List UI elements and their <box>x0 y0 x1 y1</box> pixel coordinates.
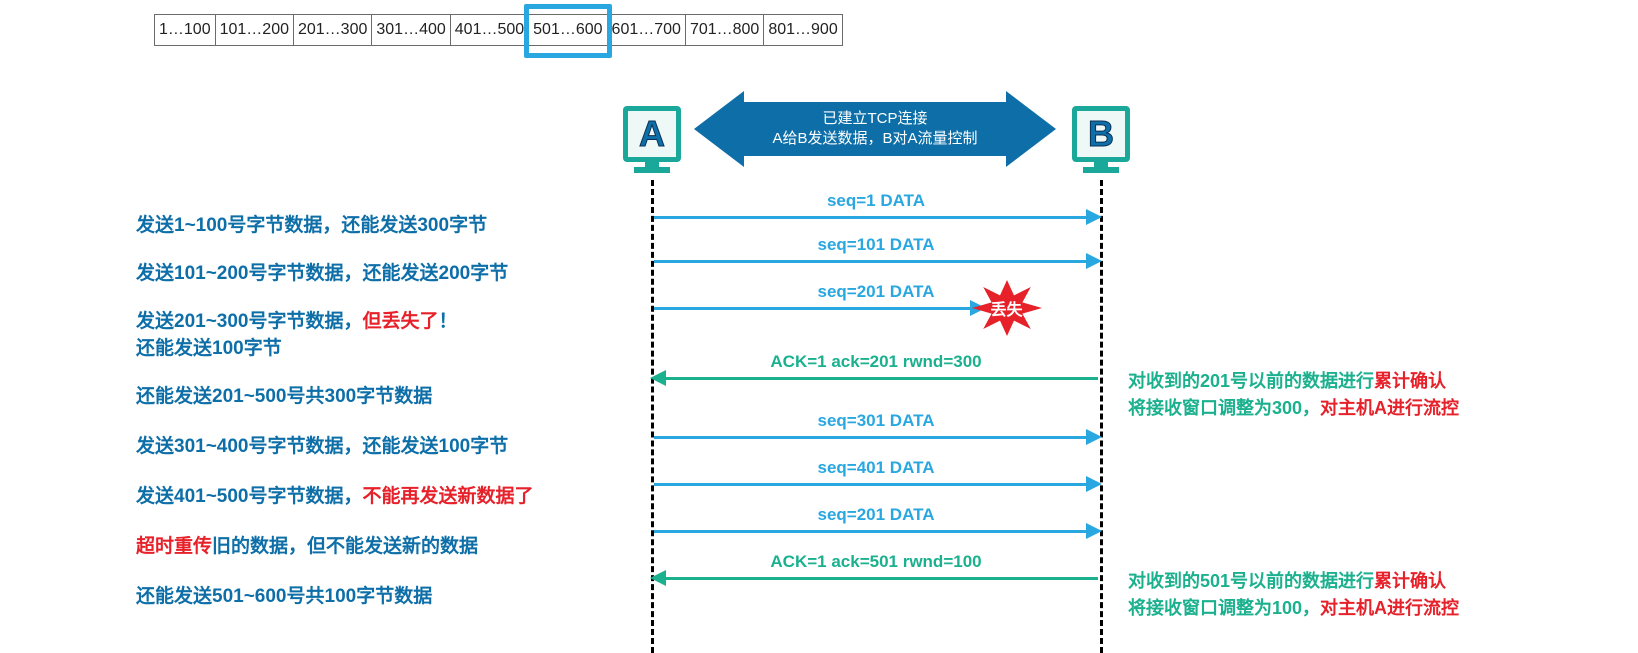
host-a: A <box>623 106 681 162</box>
message-label: seq=101 DATA <box>818 235 935 255</box>
banner-line-1: 已建立TCP连接 <box>822 109 927 129</box>
sender-note: 发送1~100号字节数据，还能发送300字节 <box>136 210 487 237</box>
sender-note: 还能发送100字节 <box>136 333 282 360</box>
byte-cell: 501…600 <box>528 14 607 46</box>
message-label: seq=301 DATA <box>818 411 935 431</box>
message-label: ACK=1 ack=201 rwnd=300 <box>770 352 981 372</box>
sender-note: 发送301~400号字节数据，还能发送100字节 <box>136 431 508 458</box>
host-b-label: B <box>1088 113 1114 155</box>
byte-cell: 801…900 <box>763 14 842 46</box>
sender-note: 超时重传旧的数据，但不能发送新的数据 <box>136 531 478 558</box>
sender-note: 还能发送201~500号共300字节数据 <box>136 381 432 408</box>
byte-cell: 601…700 <box>607 14 686 46</box>
sender-note: 还能发送501~600号共100字节数据 <box>136 581 432 608</box>
host-a-label: A <box>639 113 665 155</box>
message-label: seq=201 DATA <box>818 505 935 525</box>
byte-cell: 401…500 <box>450 14 529 46</box>
byte-cell: 301…400 <box>371 14 450 46</box>
sender-note: 发送401~500号字节数据，不能再发送新数据了 <box>136 481 534 508</box>
byte-cell: 701…800 <box>685 14 764 46</box>
message-label: ACK=1 ack=501 rwnd=100 <box>770 552 981 572</box>
byte-cell: 201…300 <box>293 14 372 46</box>
lost-label: 丢失 <box>991 296 1023 320</box>
message-label: seq=201 DATA <box>818 282 935 302</box>
byte-range-table: 1…100101…200201…300301…400401…500501…600… <box>155 14 843 46</box>
message-label: seq=401 DATA <box>818 458 935 478</box>
sender-note: 发送101~200号字节数据，还能发送200字节 <box>136 258 508 285</box>
message-label: seq=1 DATA <box>827 191 925 211</box>
lifeline-b <box>1100 180 1103 653</box>
sender-note: 发送201~300号字节数据，但丢失了！ <box>136 306 458 333</box>
receiver-note: 对收到的201号以前的数据进行累计确认将接收窗口调整为300，对主机A进行流控 <box>1128 368 1459 422</box>
byte-cell: 1…100 <box>154 14 216 46</box>
host-b: B <box>1072 106 1130 162</box>
lost-burst: 丢失 <box>972 280 1042 336</box>
banner-line-2: A给B发送数据，B对A流量控制 <box>772 129 977 149</box>
receiver-note: 对收到的501号以前的数据进行累计确认将接收窗口调整为100，对主机A进行流控 <box>1128 568 1459 622</box>
byte-cell: 101…200 <box>215 14 294 46</box>
